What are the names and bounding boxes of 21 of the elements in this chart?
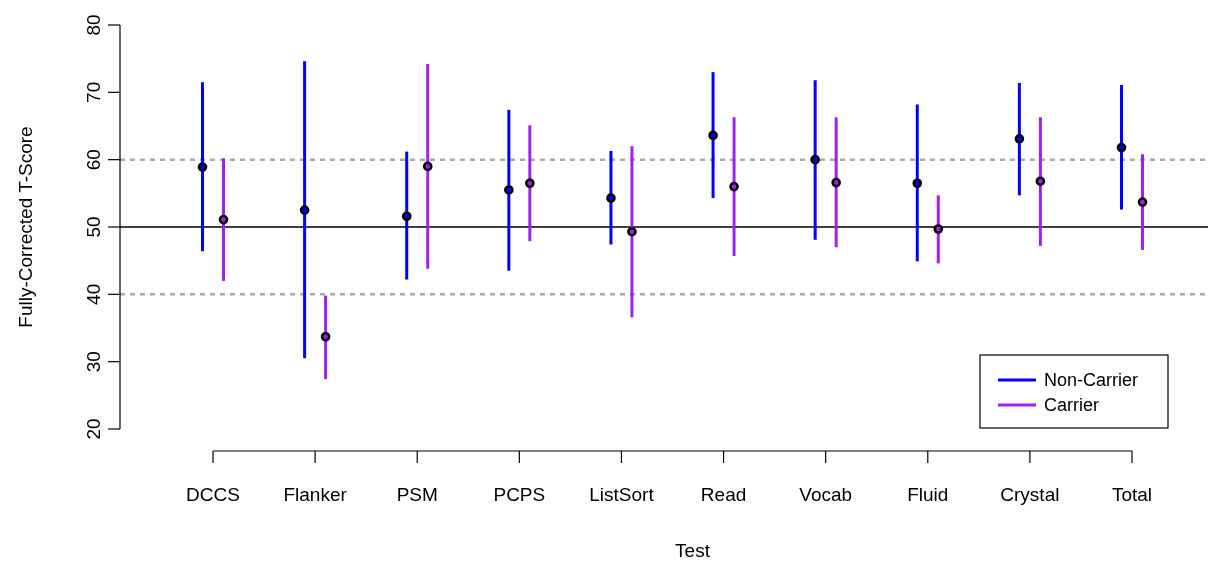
y-axis-title: Fully-Corrected T-Score (15, 126, 36, 328)
y-tick-label: 50 (83, 216, 104, 238)
legend-label: Carrier (1044, 395, 1100, 415)
x-tick-label: DCCS (186, 484, 240, 505)
x-tick-label: PCPS (493, 484, 546, 505)
y-tick-label: 20 (83, 418, 104, 440)
x-tick-label: PSM (396, 484, 438, 505)
legend-label: Non-Carrier (1044, 370, 1139, 390)
x-tick-label: Fluid (907, 484, 949, 505)
x-tick-label: Read (700, 484, 747, 505)
x-tick-label: ListSort (589, 484, 655, 505)
y-tick-label: 80 (83, 14, 104, 36)
y-tick-label: 60 (83, 149, 104, 171)
x-tick-label: Vocab (799, 484, 853, 505)
x-tick-label: Crystal (1000, 484, 1060, 505)
y-tick-label: 70 (83, 81, 104, 103)
y-tick-label: 40 (83, 283, 104, 305)
y-tick-label: 30 (83, 351, 104, 373)
x-axis-title: Test (675, 540, 711, 561)
x-tick-label: Total (1111, 484, 1153, 505)
x-tick-label: Flanker (283, 484, 348, 505)
